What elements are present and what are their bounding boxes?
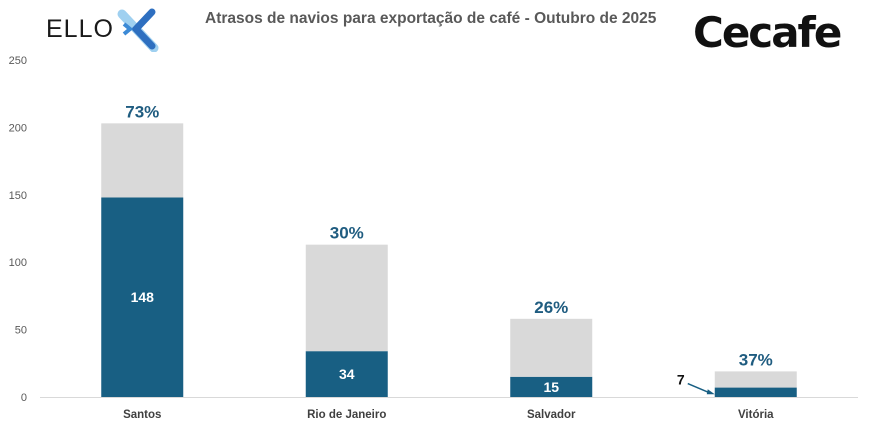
data-label: 148: [131, 289, 155, 305]
x-tick-label: Santos: [123, 409, 161, 421]
y-tick-label: 50: [15, 325, 27, 337]
bar-delayed: [510, 376, 593, 397]
y-tick-label: 100: [9, 257, 27, 269]
callout-arrow: [706, 389, 715, 395]
bar-remaining: [305, 244, 388, 352]
ello-logo-text: ELLO: [46, 14, 114, 43]
bar-delayed: [101, 197, 184, 397]
cecafe-logo: Cecafe: [693, 8, 842, 57]
y-tick-label: 250: [9, 55, 27, 67]
bar-delayed: [305, 351, 388, 397]
ello-x-icon: [117, 8, 159, 52]
y-tick-label: 150: [9, 190, 27, 202]
ello-logo: ELLO: [46, 6, 162, 52]
x-tick-label: Vitória: [738, 409, 774, 421]
y-tick-label: 200: [9, 122, 27, 134]
percent-label: 37%: [739, 350, 773, 369]
data-label: 15: [543, 379, 559, 395]
bar-remaining: [714, 371, 797, 388]
x-tick-label: Salvador: [527, 409, 576, 421]
y-tick-label: 0: [21, 392, 27, 404]
percent-label: 30%: [330, 224, 364, 243]
percent-label: 73%: [125, 102, 159, 121]
chart-title: Atrasos de navios para exportação de caf…: [205, 10, 657, 27]
callout-line: [687, 382, 712, 394]
data-label: 34: [339, 366, 355, 382]
bar-remaining: [510, 318, 593, 377]
bar-delayed: [714, 387, 797, 397]
data-label: 7: [677, 372, 685, 388]
bar-remaining: [101, 123, 184, 198]
percent-label: 26%: [534, 298, 568, 317]
x-tick-label: Rio de Janeiro: [307, 409, 386, 421]
